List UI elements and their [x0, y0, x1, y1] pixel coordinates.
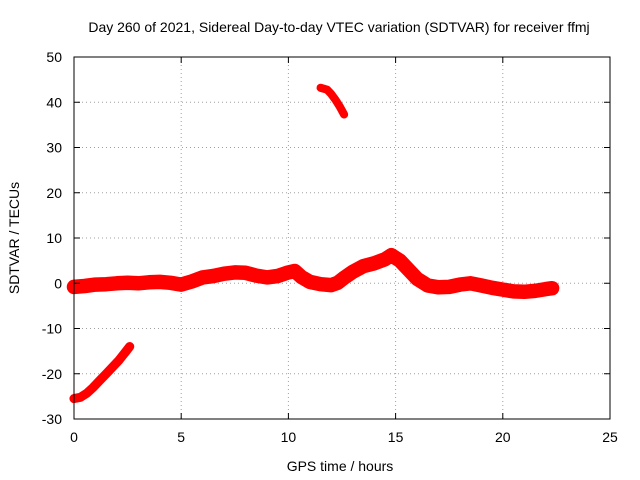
x-axis-title: GPS time / hours: [287, 458, 394, 474]
data-point: [110, 364, 115, 370]
data-point: [406, 267, 411, 272]
chart-title: Day 260 of 2021, Sidereal Day-to-day VTE…: [88, 19, 589, 35]
data-point: [318, 282, 323, 287]
data-point: [522, 289, 527, 294]
x-tick-label: 0: [70, 429, 78, 445]
x-tick-label: 5: [177, 429, 185, 445]
data-point: [254, 273, 259, 278]
data-point: [125, 280, 130, 285]
data-point: [243, 270, 248, 275]
data-point: [232, 270, 237, 275]
data-point: [93, 282, 98, 287]
x-tick-label: 10: [281, 429, 297, 445]
data-point: [179, 282, 184, 287]
x-tick-label: 25: [602, 429, 618, 445]
x-tick-label: 15: [388, 429, 404, 445]
data-point: [549, 286, 555, 291]
data-point: [361, 263, 366, 269]
data-point: [337, 104, 343, 110]
data-point: [489, 285, 495, 290]
data-point: [389, 253, 394, 258]
data-point: [221, 271, 227, 276]
series-layer: [66, 83, 560, 404]
data-point: [479, 283, 484, 288]
data-point: [324, 87, 330, 92]
data-point: [82, 283, 87, 289]
data-point: [468, 281, 473, 286]
data-point: [116, 358, 122, 363]
data-point: [382, 257, 388, 262]
data-point: [307, 279, 312, 285]
data-point: [457, 282, 463, 287]
data-point: [211, 273, 216, 279]
data-point: [447, 284, 452, 290]
data-point: [114, 281, 120, 286]
data-point: [350, 269, 355, 275]
data-point: [286, 270, 291, 275]
y-tick-label: -10: [42, 321, 62, 337]
data-point: [397, 258, 403, 263]
data-point: [341, 112, 347, 117]
y-tick-label: 30: [46, 140, 62, 156]
ticks: 0 5 10 15 20 25 -30 -20 -10 0 10 20 30 40 50: [42, 49, 618, 445]
data-point: [292, 268, 297, 274]
data-point: [127, 344, 132, 349]
data-point: [329, 91, 334, 97]
data-point: [532, 288, 538, 294]
data-point: [200, 275, 205, 280]
data-point: [123, 349, 128, 355]
data-point: [136, 281, 141, 286]
data-point: [511, 289, 516, 294]
data-point: [275, 273, 280, 279]
data-point: [157, 279, 162, 285]
data-point: [318, 85, 323, 91]
data-point: [436, 285, 441, 290]
y-tick-label: 0: [54, 275, 62, 291]
data-point: [335, 280, 340, 285]
y-tick-label: 50: [46, 49, 62, 65]
data-point: [104, 282, 109, 287]
data-point: [104, 371, 109, 376]
data-point: [414, 276, 420, 281]
data-point: [333, 97, 338, 103]
data-point: [189, 279, 195, 284]
y-tick-label: 10: [46, 230, 62, 246]
data-point: [299, 274, 304, 280]
data-point: [500, 287, 505, 292]
data-point: [97, 378, 102, 383]
series-line-segment-1: [69, 342, 135, 404]
y-axis-title: SDTVAR / TECUs: [6, 182, 22, 294]
y-tick-label: -20: [42, 366, 62, 382]
data-point: [329, 282, 334, 288]
x-tick-label: 20: [495, 429, 511, 445]
data-point: [341, 275, 347, 280]
y-tick-label: -30: [42, 411, 62, 427]
data-point: [372, 261, 377, 266]
data-point: [78, 395, 83, 400]
data-point: [91, 385, 96, 390]
data-point: [146, 280, 152, 285]
data-point: [425, 283, 430, 288]
data-point: [84, 391, 90, 396]
data-point: [168, 280, 173, 285]
data-point: [264, 275, 270, 280]
y-tick-label: 20: [46, 185, 62, 201]
y-tick-label: 40: [46, 94, 62, 110]
data-point: [543, 286, 548, 292]
